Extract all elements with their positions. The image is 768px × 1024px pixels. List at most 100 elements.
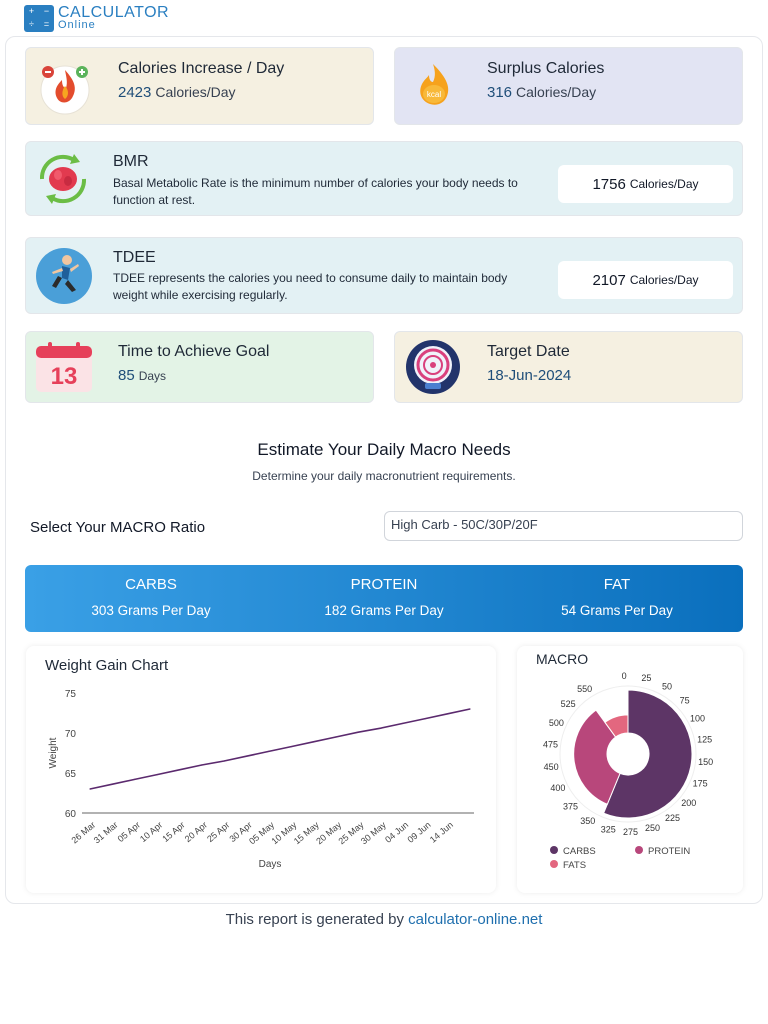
y-tick-label: 75 [65,689,77,700]
x-tick-label: 25 Apr [205,820,231,844]
runner-icon [36,248,92,304]
bmr-number: 1756 [592,175,626,193]
weight-point [357,731,359,733]
target-date-value: 18-Jun-2024 [487,367,575,384]
weight-point [469,708,471,710]
macro-summary-bar: CARBS 303 Grams Per Day PROTEIN 182 Gram… [25,565,743,632]
tdee-number: 2107 [592,271,626,289]
macro-ratio-select[interactable]: High Carb - 50C/30P/20F [384,511,743,541]
weight-point [402,722,404,724]
weight-point [312,741,315,743]
macro-slice-carbs [602,689,693,819]
macro-slice-fats [604,714,629,738]
surplus-unit: Calories/Day [516,84,597,100]
polar-tick-label: 250 [645,823,660,833]
weight-point [111,783,113,785]
tdee-unit: Calories/Day [629,273,699,287]
legend-label-fats: FATS [563,860,586,871]
tdee-description: TDEE represents the calories you need to… [113,271,508,302]
bmr-value-box: 1756 Calories/Day [558,165,733,203]
weight-point [268,750,270,752]
x-axis-label: Days [259,859,282,870]
x-tick-label: 05 Apr [116,820,142,844]
polar-tick-label: 50 [662,681,672,691]
macro-fat-value: 54 Grams Per Day [561,603,673,618]
calendar-icon: 13 [36,342,92,392]
x-tick-label: 30 May [359,819,388,846]
weight-gain-chart-panel: Weight Gain Chart 60 65 70 75 26 Mar 31 Mar 05… [26,646,496,893]
weight-point [424,718,426,720]
weight-point [379,727,382,729]
x-tick-label: 14 Jun [428,820,455,845]
weight-series-line [89,708,471,790]
macro-carbs-value: 303 Grams Per Day [91,603,211,618]
bmr-icon [39,154,87,204]
footer-link[interactable]: calculator-online.net [408,911,543,928]
legend-label-protein: PROTEIN [648,846,690,857]
macro-section-subtitle: Determine your daily macronutrient requi… [252,469,516,483]
time-to-goal-card: 13 Time to Achieve Goal 85 Days [25,331,374,403]
logo-mark-minus: − [43,5,50,16]
x-tick-label: 26 Mar [69,820,97,846]
polar-tick-label: 550 [577,684,592,694]
logo-mark-plus: + [28,5,35,16]
brand-logo[interactable]: + − ÷ = CALCULATOR Online [24,4,169,32]
macro-ratio-label: Select Your MACRO Ratio [30,519,206,536]
surplus-title: Surplus Calories [487,60,605,77]
logo-mark-divide: ÷ [29,19,34,30]
legend-swatch-fats [550,860,558,868]
target-date-title: Target Date [487,343,570,360]
macro-protein-label: PROTEIN [350,576,418,593]
target-date-card: Target Date 18-Jun-2024 [394,331,743,403]
polar-tick-label: 75 [680,695,690,705]
polar-tick-label: 225 [665,813,680,823]
polar-tick-label: 275 [623,827,638,837]
calories-increase-value: 2423 Calories/Day [118,84,236,101]
macro-section-title: Estimate Your Daily Macro Needs [257,440,511,459]
x-tick-label: 04 Jun [383,820,410,845]
surplus-calories-card: kcal Surplus Calories 316 Calories/Day [394,47,743,125]
time-to-goal-number: 85 [118,367,135,384]
polar-tick-label: 525 [561,699,576,709]
flame-bowl-icon [40,65,90,115]
weight-point [156,774,158,776]
x-tick-label: 31 Mar [92,820,120,846]
y-tick-label: 65 [65,769,77,780]
macro-protein-value: 182 Grams Per Day [324,603,444,618]
polar-tick-label: 500 [549,718,564,728]
polar-tick-label: 325 [601,824,616,834]
weight-point [178,769,181,771]
surplus-number: 316 [487,84,513,101]
calories-increase-title: Calories Increase / Day [118,60,285,77]
bmr-description: Basal Metabolic Rate is the minimum numb… [113,176,518,207]
polar-tick-label: 400 [550,783,565,793]
x-tick-label: 09 Jun [405,820,432,845]
weight-point [134,778,136,780]
time-to-goal-title: Time to Achieve Goal [118,343,270,360]
weight-point [290,746,292,748]
polar-tick-label: 25 [641,673,651,683]
polar-tick-label: 475 [543,740,558,750]
weight-point [201,764,203,766]
calories-increase-unit: Calories/Day [155,84,236,100]
bmr-title: BMR [113,153,149,170]
y-tick-label: 60 [65,809,77,820]
polar-tick-label: 375 [563,802,578,812]
x-tick-label: 15 Apr [160,820,186,844]
polar-tick-label: 125 [697,735,712,745]
calendar-day: 13 [51,363,78,390]
tdee-value-box: 2107 Calories/Day [558,261,733,299]
polar-tick-label: 150 [698,757,713,767]
target-clock-icon [406,340,460,394]
kcal-flame-icon: kcal [420,64,449,105]
polar-tick-label: 450 [544,762,559,772]
calories-increase-number: 2423 [118,84,152,101]
target-date-text: 18-Jun-2024 [487,367,572,384]
y-tick-label: 70 [65,729,77,740]
weight-point [335,736,337,738]
calculator-icon: + − ÷ = [24,4,54,32]
polar-tick-label: 100 [690,714,705,724]
brand-sub: Online [58,19,96,31]
